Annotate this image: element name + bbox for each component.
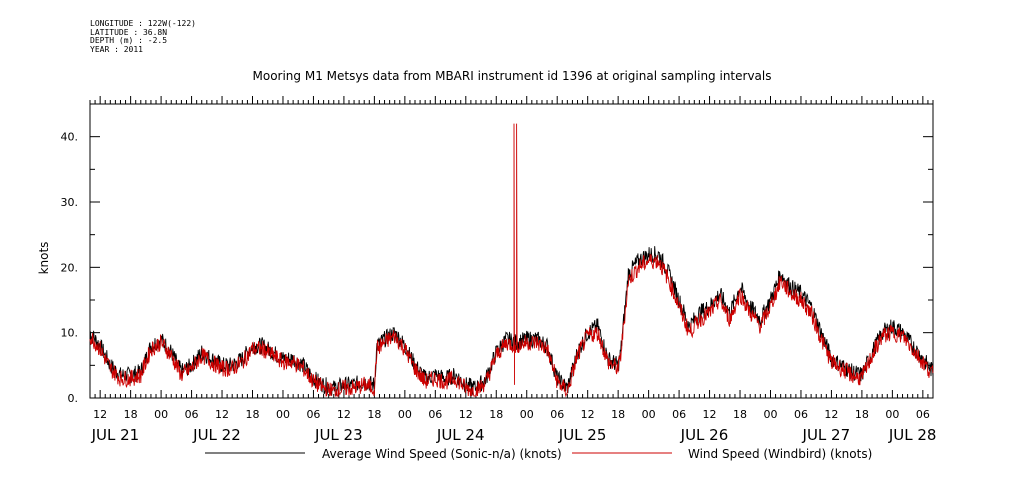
latitude-text: LATITUDE : 36.8N — [90, 27, 168, 37]
y-tick-label: 10. — [61, 327, 79, 340]
x-hour-label: 06 — [306, 408, 320, 421]
y-tick-label: 20. — [61, 261, 79, 274]
chart-title: Mooring M1 Metsys data from MBARI instru… — [253, 69, 772, 83]
year-text: YEAR : 2011 — [90, 44, 143, 54]
x-hour-label: 18 — [246, 408, 260, 421]
x-hour-label: 18 — [124, 408, 138, 421]
x-hour-label: 06 — [794, 408, 808, 421]
x-hour-label: 18 — [367, 408, 381, 421]
x-tick-labels: 12 18 00 06 12 18 00 06 12 18 00 06 12 18 00 06 12 18 00 06… — [91, 408, 937, 444]
longitude-text: LONGITUDE : 122W(-122) — [90, 19, 196, 28]
x-day-label: JUL 21 — [91, 426, 140, 444]
legend-label-windbird: Wind Speed (Windbird) (knots) — [688, 447, 872, 461]
x-hour-label: 12 — [459, 408, 473, 421]
series-layer — [89, 123, 934, 398]
y-tick-label: 0. — [68, 392, 79, 405]
x-hour-label: 00 — [276, 408, 290, 421]
x-hour-label: 00 — [885, 408, 899, 421]
x-hour-label: 18 — [733, 408, 747, 421]
metadata-header: LONGITUDE : 122W(-122) LATITUDE : 36.8N … — [90, 19, 196, 54]
x-hour-label: 06 — [185, 408, 199, 421]
series-windbird-wind-speed — [89, 123, 934, 398]
y-axis-label: knots — [37, 242, 51, 275]
x-hour-label: 00 — [763, 408, 777, 421]
x-hour-label: 12 — [337, 408, 351, 421]
x-hour-label: 12 — [581, 408, 595, 421]
x-day-label: JUL 25 — [558, 426, 607, 444]
x-hour-label: 00 — [520, 408, 534, 421]
x-hour-label: 18 — [489, 408, 503, 421]
x-hour-label: 00 — [398, 408, 412, 421]
legend-label-average: Average Wind Speed (Sonic-n/a) (knots) — [322, 447, 562, 461]
x-day-label: JUL 28 — [888, 426, 937, 444]
plot-frame — [89, 103, 934, 399]
x-day-label: JUL 27 — [802, 426, 851, 444]
x-hour-label: 18 — [611, 408, 625, 421]
y-tick-label: 40. — [61, 131, 79, 144]
x-hour-label: 12 — [215, 408, 229, 421]
x-hour-label: 18 — [855, 408, 869, 421]
x-day-label: JUL 24 — [436, 426, 485, 444]
x-hour-label: 06 — [916, 408, 930, 421]
y-tick-labels: 0. 10. 20. 30. 40. — [61, 131, 79, 405]
x-hour-label: 00 — [642, 408, 656, 421]
x-hour-label: 06 — [428, 408, 442, 421]
x-hour-label: 06 — [550, 408, 564, 421]
x-day-label: JUL 22 — [192, 426, 241, 444]
x-day-label: JUL 26 — [680, 426, 729, 444]
x-day-label: JUL 23 — [314, 426, 363, 444]
x-hour-label: 12 — [824, 408, 838, 421]
axis-ticks — [89, 96, 934, 399]
depth-text: DEPTH (m) : -2.5 — [90, 36, 168, 45]
x-hour-label: 00 — [154, 408, 168, 421]
x-hour-label: 12 — [93, 408, 107, 421]
x-hour-label: 06 — [672, 408, 686, 421]
x-hour-label: 12 — [703, 408, 717, 421]
y-tick-label: 30. — [61, 196, 79, 209]
series-average-wind-speed — [89, 246, 934, 396]
